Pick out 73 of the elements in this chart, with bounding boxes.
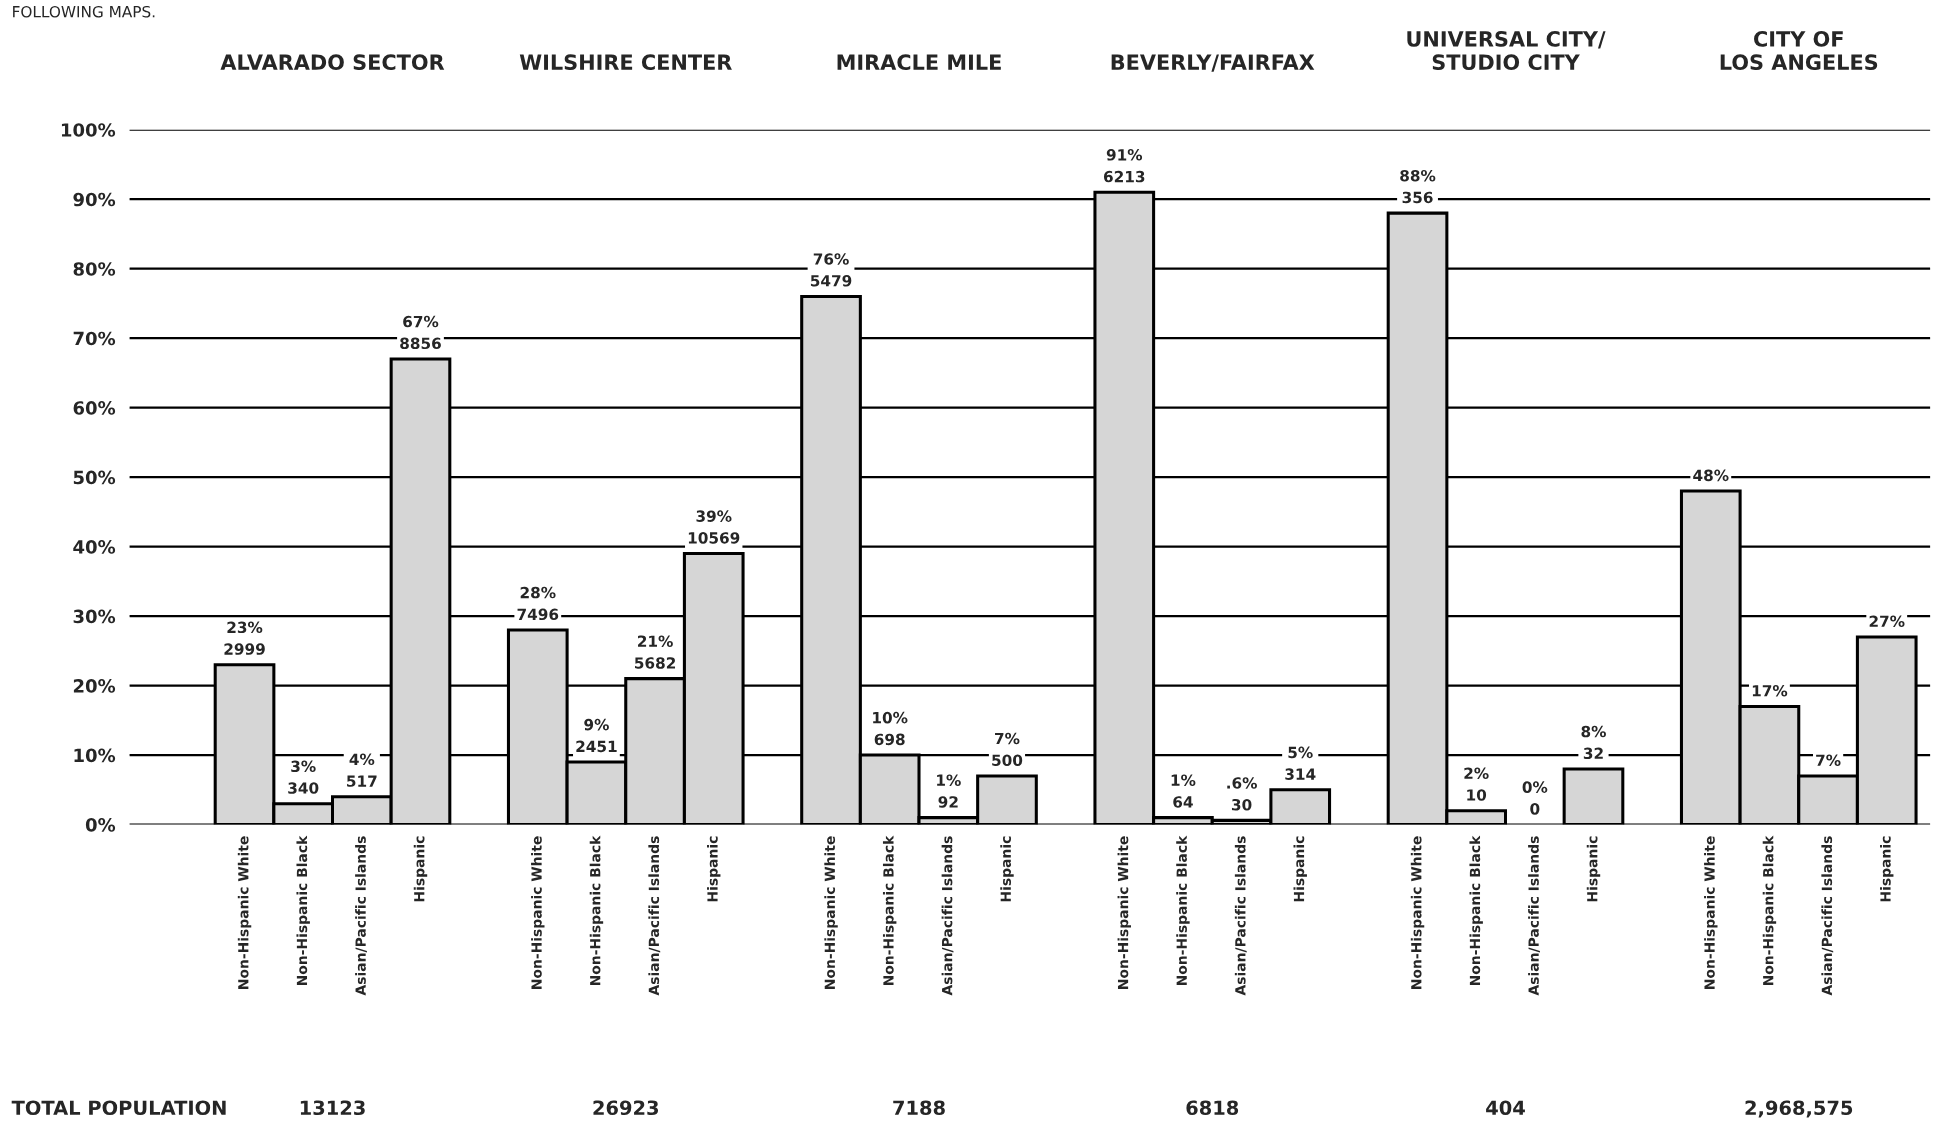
x-tick-label: Hispanic [1586, 836, 1601, 902]
text: 6818 [1186, 1100, 1239, 1116]
text: WILSHIRE CENTER [519, 54, 732, 71]
text: 2,968,575 [1745, 1100, 1853, 1118]
data-label: 28% 7496 [517, 586, 559, 621]
y-tick-label: 90% [73, 192, 116, 207]
x-tick-label: Hispanic [1293, 836, 1307, 902]
data-label: 39% 10569 [688, 510, 740, 544]
data-label: 7% 500 [992, 732, 1023, 767]
x-tick-label: Non-Hispanic White [1704, 836, 1718, 989]
x-tick-label: Non-Hispanic Black [882, 835, 897, 986]
y-tick-label: 10% [74, 748, 116, 763]
y-tick-label: 80% [73, 262, 116, 276]
text: FOLLOWING MAPS. [13, 5, 155, 18]
data-label: 4% 517 [347, 753, 377, 787]
y-tick-label: 50% [73, 470, 116, 485]
data-label: 23% 2999 [224, 621, 265, 655]
y-tick-label: 100% [61, 123, 116, 137]
text: 7188 [893, 1100, 945, 1116]
x-tick-label: Non-Hispanic Black [1762, 835, 1777, 986]
y-tick-label: 40% [73, 540, 116, 554]
y-tick-label: 20% [73, 679, 116, 693]
text: ALVARADO SECTOR [220, 54, 445, 71]
x-tick-label: Hispanic [1000, 836, 1014, 902]
x-tick-label: Hispanic [707, 836, 721, 902]
x-tick-label: Asian/Pacific Islands [1528, 836, 1540, 996]
data-label: 17% [1752, 684, 1788, 697]
data-label: 8% 32 [1581, 725, 1606, 760]
data-label: 9% 2451 [576, 718, 617, 753]
data-label: 76% 5479 [810, 253, 852, 287]
data-label: 7% [1816, 754, 1841, 767]
x-tick-label: Asian/Pacific Islands [941, 836, 954, 996]
y-tick-label: 70% [73, 331, 116, 346]
data-label: 3% 340 [288, 760, 319, 794]
data-label: 91% 6213 [1103, 149, 1145, 183]
text: CITY OF LOS ANGELES [1720, 31, 1878, 71]
data-label: .6% 30 [1227, 777, 1257, 811]
data-label: 10% 698 [873, 711, 908, 746]
x-tick-label: Asian/Pacific Islands [355, 836, 367, 996]
x-tick-label: Non-Hispanic White [1410, 836, 1425, 989]
text: MIRACLE MILE [837, 54, 1001, 71]
x-tick-label: Non-Hispanic Black [296, 835, 310, 986]
data-label: 67% 8856 [400, 315, 441, 350]
data-label: 21% 5682 [635, 635, 676, 669]
x-tick-label: Non-Hispanic White [237, 836, 252, 989]
text: 26923 [593, 1100, 659, 1116]
x-tick-label: Non-Hispanic Black [1469, 835, 1483, 986]
data-label: 48% [1693, 469, 1729, 482]
x-tick-label: Non-Hispanic Black [1176, 835, 1190, 986]
y-tick-label: 0% [85, 818, 116, 832]
data-label: 1% 64 [1171, 774, 1196, 808]
text: UNIVERSAL CITY/ STUDIO CITY [1407, 31, 1606, 71]
text: BEVERLY/FAIRFAX [1111, 54, 1315, 72]
x-tick-label: Non-Hispanic White [824, 836, 838, 989]
y-tick-label: 60% [73, 401, 116, 415]
x-tick-label: Asian/Pacific Islands [648, 836, 661, 996]
x-tick-label: Hispanic [413, 836, 428, 902]
data-label: 0% 0 [1522, 781, 1548, 815]
x-tick-label: Asian/Pacific Islands [1234, 836, 1247, 996]
x-tick-label: Non-Hispanic Black [589, 835, 604, 986]
data-label: 2% 10 [1464, 767, 1489, 801]
x-tick-label: Non-Hispanic White [1117, 836, 1131, 989]
data-label: 5% 314 [1285, 746, 1316, 780]
text: TOTAL POPULATION [11, 1100, 226, 1116]
text: 13123 [300, 1100, 365, 1116]
data-label: 88% 356 [1400, 169, 1436, 204]
x-tick-label: Asian/Pacific Islands [1821, 836, 1834, 996]
data-label: 27% [1869, 615, 1905, 628]
text: 404 [1486, 1100, 1525, 1116]
x-tick-label: Non-Hispanic White [531, 836, 545, 989]
data-label: 1% 92 [937, 774, 961, 808]
x-tick-label: Hispanic [1880, 836, 1894, 902]
y-tick-label: 30% [73, 609, 116, 624]
